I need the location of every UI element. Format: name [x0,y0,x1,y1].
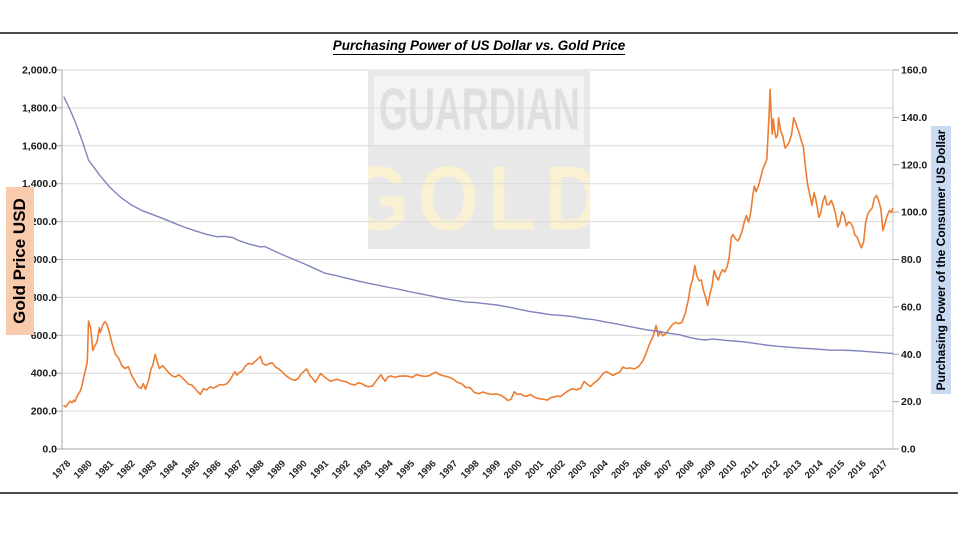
x-axis-year-label: 1991 [308,458,331,481]
x-axis-year-label: 2015 [824,458,847,481]
x-axis-year-label: 1997 [437,458,460,481]
right-axis-tick-label: 0.0 [901,444,916,456]
right-axis-tick-label: 80.0 [901,254,922,266]
left-axis-tick-label: 0.0 [42,444,57,456]
x-axis-year-label: 1999 [480,458,503,481]
left-axis-tick-label: 1,800.0 [22,102,57,114]
x-axis-year-label: 1994 [373,458,396,481]
purchasing-power-line [63,96,894,355]
x-axis-year-label: 2000 [502,458,525,481]
x-axis-year-label: 2017 [867,458,890,481]
x-axis-year-label: 1998 [459,458,482,481]
x-axis-year-label: 1981 [93,458,116,481]
x-axis-year-label: 1986 [201,458,224,481]
left-axis-tick-label: 1,600.0 [22,140,57,152]
right-axis-tick-label: 60.0 [901,301,922,313]
chart-title-text: Purchasing Power of US Dollar vs. Gold P… [332,38,626,55]
right-axis-tick-label: 140.0 [901,112,927,124]
x-axis-year-label: 2008 [674,458,697,481]
x-axis-year-label: 1996 [416,458,439,481]
x-axis-year-label: 2013 [781,458,804,481]
x-axis-year-label: 2002 [545,458,568,481]
x-axis-year-label: 1987 [222,458,245,481]
x-axis-year-label: 2004 [588,458,611,481]
x-axis-year-label: 1993 [351,458,374,481]
x-axis-year-label: 1983 [136,458,159,481]
watermark-guardian-text: GUARDIAN [378,77,580,143]
left-axis-tick-label: 800.0 [31,292,57,304]
right-axis-tick-label: 100.0 [901,207,927,219]
x-axis-year-label: 2010 [717,458,740,481]
watermark-gold-text: GOLD [368,146,590,249]
x-axis-year-label: 2001 [523,458,546,481]
x-axis-year-label: 2014 [803,458,826,481]
left-axis-title: Gold Price USD [6,187,34,335]
left-axis-tick-label: 600.0 [31,330,57,342]
gold-price-line [63,88,894,408]
x-axis-year-label: 2009 [695,458,718,481]
x-axis-year-label: 1985 [179,458,202,481]
x-axis-year-label: 2006 [631,458,654,481]
x-axis-year-label: 1982 [115,458,138,481]
x-axis-year-label: 1995 [394,458,417,481]
x-axis-year-label: 1984 [158,458,181,481]
right-axis-tick-label: 20.0 [901,396,922,408]
x-axis-year-label: 2012 [760,458,783,481]
x-axis-year-label: 2016 [846,458,869,481]
x-axis-year-label: 2011 [739,458,762,481]
right-axis-tick-label: 120.0 [901,159,927,171]
bottom-divider-line [0,492,958,494]
x-axis-year-label: 1988 [244,458,267,481]
x-axis-year-label: 2007 [652,458,675,481]
right-axis-title: Purchasing Power of the Consumer US Doll… [931,126,951,394]
x-axis-year-label: 2003 [566,458,589,481]
left-axis-tick-label: 400.0 [31,368,57,380]
guardian-gold-watermark: GUARDIAN GOLD [368,71,590,249]
right-axis-tick-label: 160.0 [901,65,927,77]
watermark-guardian-box: GUARDIAN [374,76,584,146]
chart-title: Purchasing Power of US Dollar vs. Gold P… [0,37,958,55]
right-axis-tick-label: 40.0 [901,349,922,361]
left-axis-tick-label: 200.0 [31,406,57,418]
x-axis-year-label: 1992 [330,458,353,481]
x-axis-year-label: 1990 [287,458,310,481]
left-axis-tick-label: 2,000.0 [22,65,57,77]
top-divider-line [0,32,958,34]
x-axis-year-label: 1980 [72,458,95,481]
x-axis-year-label: 2005 [609,458,632,481]
x-axis-year-label: 1989 [265,458,288,481]
x-axis-year-label: 1978 [50,458,73,481]
watermark-gold-box: GOLD [368,146,590,249]
